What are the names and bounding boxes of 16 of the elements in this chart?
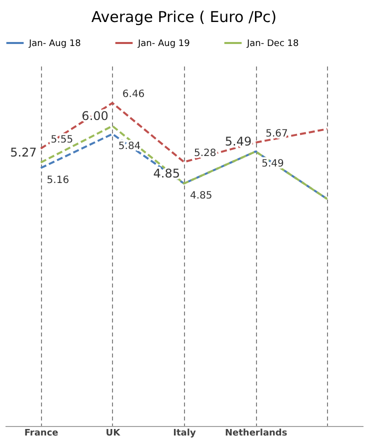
x-tick-label: France — [24, 428, 58, 438]
data-label: 4.85 — [190, 190, 212, 202]
data-label: 5.55 — [50, 134, 74, 146]
legend-label: Jan- Aug 19 — [137, 39, 190, 49]
data-label: 5.28 — [194, 148, 216, 159]
x-tick-label: Netherlands — [224, 428, 288, 438]
data-label: 5.27 — [10, 146, 37, 160]
data-label: 5.67 — [266, 128, 288, 140]
data-label: 5.16 — [46, 175, 70, 186]
chart-title: Average Price ( Euro /Pc) — [91, 8, 277, 26]
data-label: 6.46 — [122, 89, 145, 100]
x-tick-label: Italy — [173, 428, 196, 438]
legend-label: Jan- Aug 18 — [28, 39, 82, 49]
data-label: 5.49 — [224, 134, 252, 148]
legend-label: Jan- Dec 18 — [246, 39, 299, 49]
x-tick-label: UK — [106, 428, 122, 438]
